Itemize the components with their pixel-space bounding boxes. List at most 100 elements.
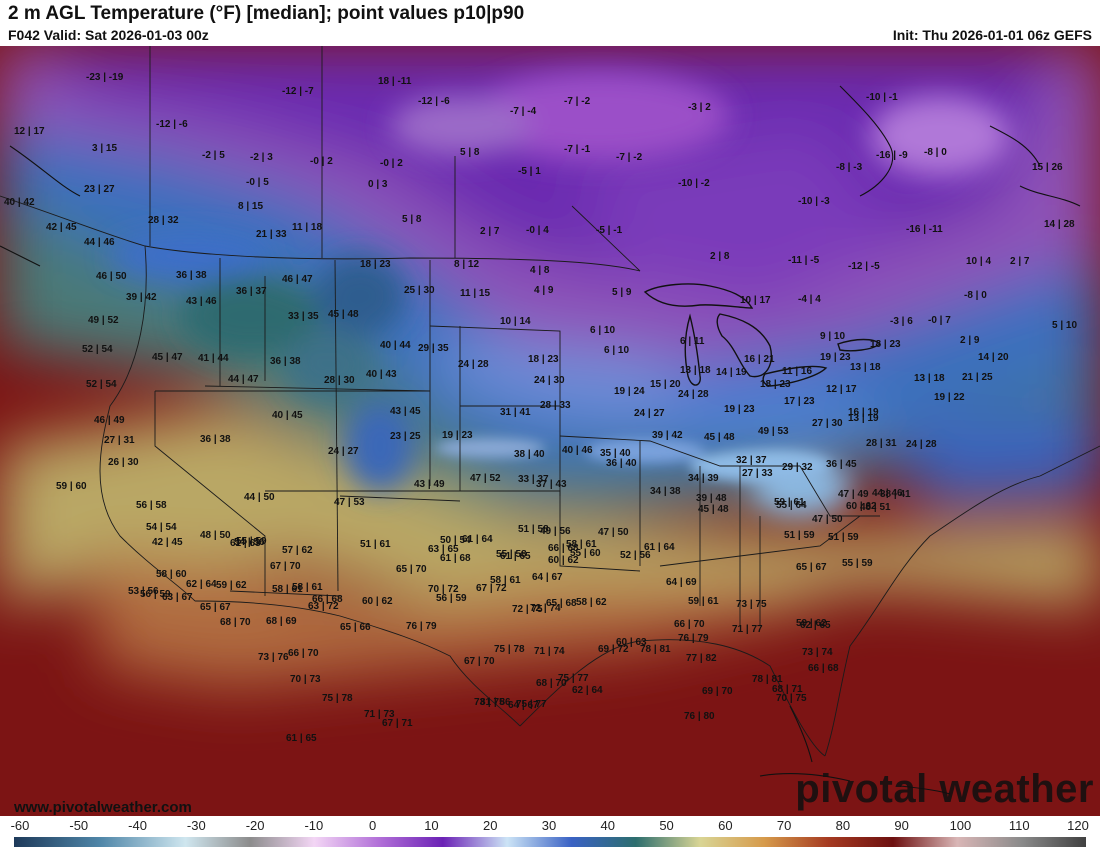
point-value-label: -3 | 6 <box>890 316 913 327</box>
point-value-label: 58 | 61 <box>272 584 303 595</box>
point-value-label: 53 | 56 <box>128 586 159 597</box>
point-value-label: 66 | 68 <box>548 543 579 554</box>
point-value-label: 67 | 72 <box>476 583 507 594</box>
point-value-label: 29 | 35 <box>418 343 449 354</box>
point-value-label: -7 | -1 <box>564 144 591 155</box>
point-value-label: 10 | 17 <box>740 295 771 306</box>
point-value-label: 8 | 12 <box>454 259 480 270</box>
point-value-label: -0 | 4 <box>526 225 549 236</box>
point-value-label: 5 | 8 <box>460 147 480 158</box>
point-value-label: 63 | 72 <box>308 601 339 612</box>
point-value-label: 2 | 8 <box>710 251 730 262</box>
point-value-label: 45 | 48 <box>698 504 729 515</box>
point-value-label: 18 | -11 <box>378 76 412 87</box>
point-value-label: 58 | 60 <box>156 569 187 580</box>
point-value-label: 19 | 23 <box>820 352 851 363</box>
point-value-label: 59 | 60 <box>56 481 87 492</box>
point-value-label: -3 | 2 <box>688 102 711 113</box>
colorbar-tick-label: 110 <box>1008 818 1030 833</box>
point-value-label: 73 | 74 <box>802 647 833 658</box>
colorbar-tick-label: 10 <box>424 818 439 833</box>
point-value-label: 36 | 37 <box>236 286 267 297</box>
point-value-label: 52 | 56 <box>620 550 651 561</box>
point-value-label: -0 | 5 <box>246 177 269 188</box>
point-value-label: 64 | 69 <box>666 577 697 588</box>
point-value-label: -4 | 4 <box>798 294 821 305</box>
point-value-label: 17 | 23 <box>784 396 815 407</box>
point-value-label: 13 | 18 <box>914 373 945 384</box>
point-value-label: 61 | 65 <box>286 733 317 744</box>
point-value-label: 29 | 32 <box>782 462 813 473</box>
point-value-label: 52 | 54 <box>86 379 117 390</box>
map-header: 2 m AGL Temperature (°F) [median]; point… <box>0 0 1100 46</box>
point-value-label: 57 | 62 <box>282 545 313 556</box>
point-value-label: 24 | 30 <box>534 375 565 386</box>
point-value-label: 38 | 41 <box>880 489 911 500</box>
point-value-label: 21 | 25 <box>962 372 993 383</box>
point-value-label: 65 | 68 <box>546 598 577 609</box>
point-value-label: 71 | 77 <box>732 624 763 635</box>
point-value-label: -2 | 5 <box>202 150 225 161</box>
point-value-label: -5 | 1 <box>518 166 541 177</box>
point-value-label: 6 | 11 <box>680 336 705 347</box>
point-value-label: 46 | 50 <box>96 271 127 282</box>
map-borders <box>0 46 1100 757</box>
point-value-label: 66 | 68 <box>312 594 343 605</box>
point-value-label: -10 | -3 <box>798 196 830 207</box>
point-value-label: -0 | 7 <box>928 315 951 326</box>
point-value-label: 66 | 68 <box>808 663 839 674</box>
point-value-label: 38 | 40 <box>514 449 545 460</box>
point-value-label: 12 | 17 <box>14 126 45 137</box>
website-url[interactable]: www.pivotalweather.com <box>14 799 192 816</box>
point-value-label: 49 | 52 <box>88 315 119 326</box>
colorbar-tick-label: 30 <box>541 818 557 833</box>
point-value-label: 15 | 20 <box>650 379 681 390</box>
point-value-label: 58 | 61 <box>292 582 323 593</box>
colorbar-tick-label: -20 <box>245 818 265 833</box>
point-value-label: 66 | 70 <box>288 648 319 659</box>
point-value-label: 48 | 50 <box>200 530 231 541</box>
point-value-label: 19 | 23 <box>442 430 473 441</box>
point-value-label: 45 | 47 <box>152 352 183 363</box>
point-value-label: 24 | 28 <box>678 389 709 400</box>
point-value-label: 40 | 42 <box>4 197 35 208</box>
point-value-label: 59 | 61 <box>774 497 805 508</box>
point-value-label: -10 | -1 <box>866 92 898 103</box>
point-value-label: 19 | 24 <box>614 386 645 397</box>
point-value-label: 24 | 27 <box>328 446 359 457</box>
point-value-label: -7 | -2 <box>616 152 643 163</box>
point-value-label: 44 | 47 <box>228 374 259 385</box>
point-value-label: 27 | 33 <box>742 468 773 479</box>
point-value-label: 15 | 26 <box>1032 162 1063 173</box>
colorbar-tick-label: 90 <box>894 818 909 833</box>
point-value-label: 51 | 59 <box>828 532 859 543</box>
point-value-label: 76 | 80 <box>684 711 715 722</box>
point-value-label: -10 | -2 <box>678 178 710 189</box>
point-value-label: 28 | 32 <box>148 215 179 226</box>
point-value-label: 39 | 42 <box>126 292 157 303</box>
point-value-label: 58 | 62 <box>576 597 607 608</box>
colorbar-tick-label: 100 <box>949 818 972 833</box>
point-value-label: 68 | 70 <box>220 617 251 628</box>
point-value-label: -8 | 0 <box>924 147 947 158</box>
point-value-label: 65 | 67 <box>796 562 827 573</box>
point-value-label: 73 | 76 <box>258 652 289 663</box>
point-value-label: 70 | 75 <box>776 693 807 704</box>
point-value-label: 49 | 56 <box>540 526 571 537</box>
colorbar-tick-label: 20 <box>482 818 498 833</box>
point-value-label: 18 | 23 <box>360 259 391 270</box>
point-value-label: 47 | 49 <box>838 489 869 500</box>
point-value-label: 40 | 44 <box>380 340 411 351</box>
point-value-label: 27 | 30 <box>812 418 843 429</box>
point-value-label: 60 | 63 <box>616 637 647 648</box>
point-value-label: -16 | -11 <box>906 224 943 235</box>
point-value-label: 55 | 58 <box>496 549 527 560</box>
point-value-label: 64 | 67 <box>532 572 563 583</box>
point-value-label: -16 | -9 <box>876 150 908 161</box>
point-value-label: 25 | 30 <box>404 285 435 296</box>
point-value-label: 73 | 75 <box>474 697 505 708</box>
point-value-label: 75 | 77 <box>558 673 589 684</box>
point-value-label: -12 | -7 <box>282 86 314 97</box>
colorbar-gradient <box>14 837 1086 847</box>
point-value-label: 45 | 48 <box>328 309 359 320</box>
